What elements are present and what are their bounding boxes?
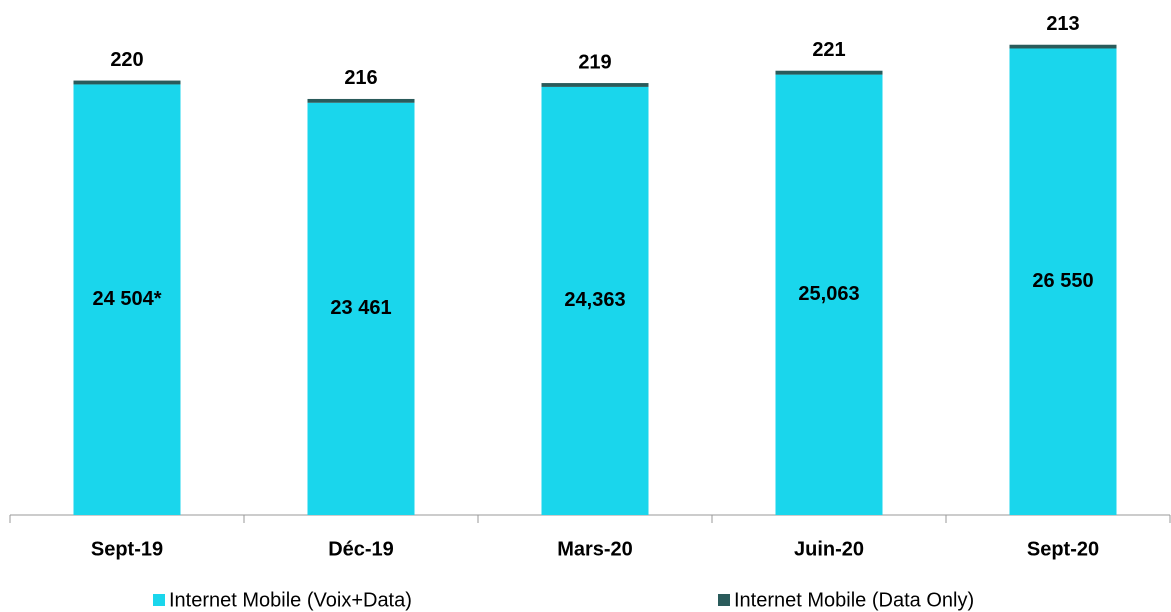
legend-label: Internet Mobile (Data Only) <box>734 589 974 611</box>
data-label: 23 461 <box>330 297 391 319</box>
bar-segment <box>775 74 883 515</box>
x-tick-label: Déc-19 <box>328 538 394 560</box>
data-label: 213 <box>1046 13 1079 35</box>
bar-segment <box>307 102 415 515</box>
data-label: 26 550 <box>1032 270 1093 292</box>
bar-segment <box>73 84 181 515</box>
x-tick-label: Juin-20 <box>794 538 864 560</box>
data-label: 221 <box>812 39 845 61</box>
bar-segment <box>541 86 649 515</box>
data-label: 24 504* <box>93 288 162 310</box>
legend-swatch <box>718 594 730 606</box>
data-label: 220 <box>110 49 143 71</box>
x-tick-label: Sept-20 <box>1027 538 1099 560</box>
legend-swatch <box>153 594 165 606</box>
bar-segment <box>307 98 415 103</box>
data-label: 24,363 <box>564 289 625 311</box>
data-label: 219 <box>578 51 611 73</box>
x-tick-label: Sept-19 <box>91 538 163 560</box>
x-tick-label: Mars-20 <box>557 538 633 560</box>
legend-label: Internet Mobile (Voix+Data) <box>169 589 412 611</box>
bar-segment <box>775 70 883 75</box>
bar-segment <box>73 80 181 85</box>
data-label: 216 <box>344 67 377 89</box>
data-label: 25,063 <box>798 283 859 305</box>
bar-segment <box>541 83 649 87</box>
bar-segment <box>1009 48 1117 515</box>
bar-segment <box>1009 44 1117 49</box>
